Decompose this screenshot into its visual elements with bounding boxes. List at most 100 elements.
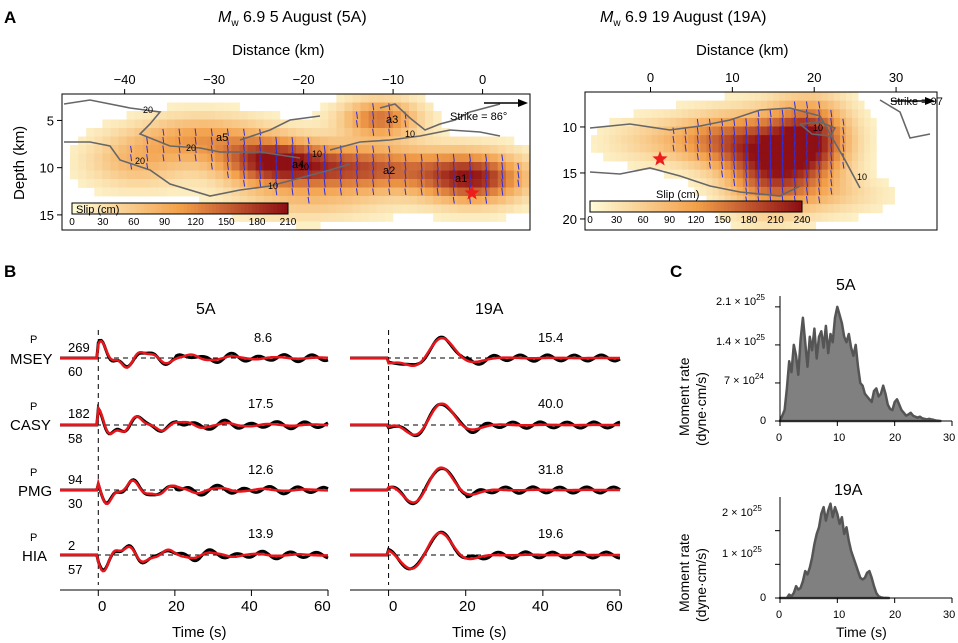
slip-cell [669,117,677,127]
slip-cell [86,179,95,188]
slip-cell [473,153,482,163]
slip-vector [404,188,407,196]
slip-cell [833,169,841,179]
slip-cell [845,100,853,110]
slip-cell [150,162,160,171]
slip-vector [696,144,699,153]
wave-xtick: 40 [241,598,258,615]
slip-contour [799,121,837,137]
slip-cell [336,102,345,112]
slip-cell [864,109,871,119]
slip-cell [724,169,732,179]
slip-cell [785,117,792,127]
slip-cell [94,162,103,171]
slip-vector [210,128,213,136]
slip-cell [639,126,647,136]
slip-cell [183,119,192,129]
slip-cell [78,153,87,163]
slip-cell [748,161,756,171]
slip-cell [845,126,853,136]
slip-cell [481,204,491,214]
colorbar-segment [255,203,260,214]
slip-cell [621,135,628,145]
slip-cell [736,100,744,110]
slip-cell [312,153,321,163]
slip-vector [194,154,197,162]
contour-label: 10 [405,129,415,139]
slip-cell [255,119,265,129]
slip-cell [521,187,531,197]
slip-cell [296,136,305,146]
slip-cell [392,179,402,188]
slip-cell [344,187,353,197]
slip-vector [275,179,278,188]
slip-cell [609,117,616,127]
slip-cell [864,152,871,162]
slip-vector [830,152,833,162]
slip-cell [352,94,361,103]
colorbar-segment [593,201,598,212]
slip-cell [408,111,418,120]
slip-cell [312,187,321,197]
slip-cell [748,92,756,102]
slip-cell [150,187,160,197]
slip-cell [191,179,200,188]
slip-cell [392,153,402,163]
slip-vector [501,162,504,171]
slip-vector [757,125,760,136]
slip-cell [425,145,434,154]
slip-vector [757,177,760,188]
colorbar-segment [158,203,163,214]
slip-cell [191,111,200,120]
slip-cell [505,153,515,163]
slip-cell [166,179,176,188]
slip-cell [513,204,523,214]
colorbar-segment [607,201,612,212]
slip-cell [457,136,466,146]
slip-vector [793,125,796,137]
slip-cell [489,162,499,171]
moment-ytick: 2.1 × 1025 [716,293,766,308]
slip-cell [773,195,780,205]
slip-cell [215,128,224,137]
slip-cell [118,179,127,188]
slip-cell [392,187,402,197]
slip-cell [110,187,119,197]
slip-cell [425,170,434,180]
slip-vector [356,145,358,153]
map-xtick-label: −10 [382,72,404,87]
slip-cell [376,170,386,180]
slip-cell [223,102,232,112]
slip-cell [833,161,841,171]
slip-vector [769,117,772,127]
slip-cell [328,102,337,112]
colorbar-frame [71,202,289,215]
slip-cell [126,119,136,129]
slip-cell [591,143,598,153]
station-azimuth-casy: 182 [68,406,90,421]
map-xtick-label: 10 [725,70,739,85]
slip-vector [721,152,724,162]
map-ytick-label: 10 [40,161,54,176]
moment-ytick: 1 × 1025 [722,545,762,560]
slip-cell [425,179,434,188]
slip-cell [742,109,750,119]
slip-cell [191,102,200,112]
slip-cell [400,204,410,214]
slip-cell [263,213,273,222]
slip-cell [761,169,768,179]
colorbar-label-5a: Slip (cm) [76,204,119,216]
slip-cell [845,135,853,145]
slip-cell [833,204,841,214]
slip-cell [700,186,707,196]
slip-cell [150,136,160,146]
slip-cell [700,143,707,153]
slip-vector [452,178,455,189]
slip-cell [688,100,695,110]
colorbar-segment [600,201,605,212]
synthetic-waveform [350,402,620,437]
slip-cell [609,152,616,162]
slip-cell [449,204,458,214]
slip-cell [621,152,628,162]
slip-cell [110,153,119,163]
